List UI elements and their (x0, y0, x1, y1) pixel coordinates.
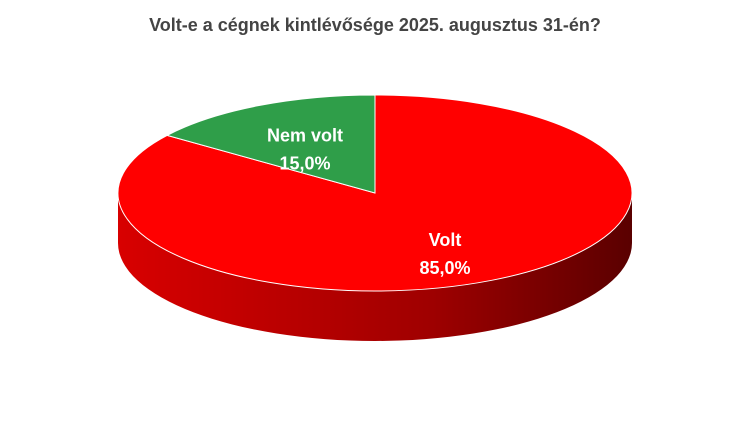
pie-slice (165, 94, 376, 194)
slice-category-label: Nem volt (267, 125, 343, 145)
slice-value-label: 15,0% (279, 153, 330, 173)
pie-side (118, 193, 632, 341)
pie-slice (117, 94, 633, 292)
slice-value-label: 85,0% (419, 258, 470, 278)
chart-title: Volt-e a cégnek kintlévősége 2025. augus… (149, 15, 601, 35)
slice-category-label: Volt (429, 230, 462, 250)
